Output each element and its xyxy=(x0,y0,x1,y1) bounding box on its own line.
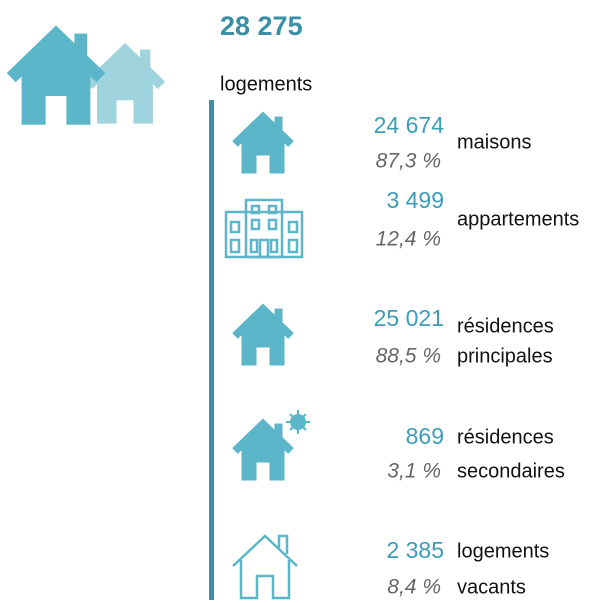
building-icon xyxy=(224,198,304,259)
house-icon xyxy=(235,117,291,173)
item-value: 25 021 xyxy=(374,305,444,331)
big-house-icon xyxy=(11,34,161,124)
item-percent: 8,4 % xyxy=(387,576,441,599)
item-percent: 88,5 % xyxy=(376,345,441,368)
item-label: logements xyxy=(457,540,549,562)
total-label: logements xyxy=(220,73,312,95)
item-percent: 12,4 % xyxy=(376,228,441,251)
item-label: secondaires xyxy=(457,460,565,482)
item-label: maisons xyxy=(457,131,531,153)
item-value: 2 385 xyxy=(386,537,444,563)
item-value: 869 xyxy=(406,423,444,449)
item-value: 24 674 xyxy=(374,112,445,138)
item-percent: 3,1 % xyxy=(387,460,441,483)
secondary-house-icon xyxy=(235,410,310,480)
item-label: résidences xyxy=(457,426,554,448)
item-label: principales xyxy=(457,345,553,367)
item-label: appartements xyxy=(457,208,579,230)
house-icon xyxy=(235,309,291,365)
divider xyxy=(209,100,214,600)
vacant-house-icon xyxy=(232,534,298,600)
item-label: résidences xyxy=(457,315,554,337)
item-percent: 87,3 % xyxy=(376,150,441,173)
item-value: 3 499 xyxy=(386,187,444,213)
total-value: 28 275 xyxy=(220,11,303,41)
item-label: vacants xyxy=(457,576,526,598)
